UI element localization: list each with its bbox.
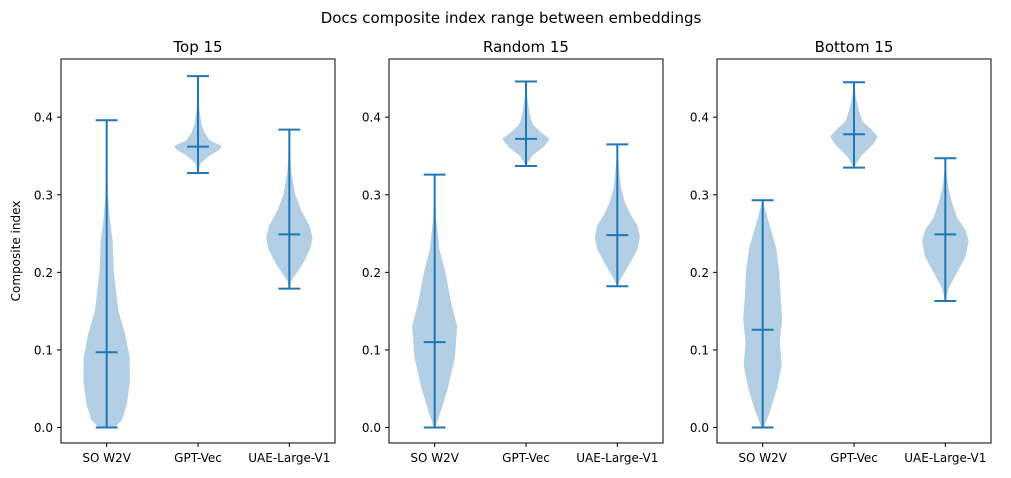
y-tick-label: 0.4 [34, 111, 53, 125]
x-tick-label: SO W2V [410, 451, 459, 465]
y-axis-label: Composite index [9, 201, 23, 302]
x-tick-label: SO W2V [738, 451, 787, 465]
y-tick-label: 0.2 [690, 266, 709, 280]
y-tick-label: 0.4 [690, 111, 709, 125]
y-tick-label: 0.0 [362, 421, 381, 435]
subplot-panels: Top 15 0.0 0.1 0.2 0.3 0.4 SO W2V GPT-Vec UAE-La… [9, 38, 992, 465]
x-tick-label: UAE-Large-V1 [248, 451, 330, 465]
y-tick-label: 0.0 [34, 421, 53, 435]
subplot-1: Top 15 0.0 0.1 0.2 0.3 0.4 SO W2V GPT-Vec UAE-La… [9, 38, 336, 465]
y-tick-label: 0.1 [362, 343, 381, 357]
subplot-3: Bottom 15 0.0 0.1 0.2 0.3 0.4 SO W2V GPT-Vec UAE… [690, 38, 992, 465]
y-tick-label: 0.4 [362, 111, 381, 125]
y-tick-label: 0.2 [34, 266, 53, 280]
figure-suptitle: Docs composite index range between embed… [321, 9, 702, 27]
subplot-title: Random 15 [483, 38, 569, 56]
x-tick-label: GPT-Vec [830, 451, 878, 465]
subplot-title: Top 15 [172, 38, 222, 56]
x-tick-label: UAE-Large-V1 [904, 451, 986, 465]
subplot-title: Bottom 15 [815, 38, 894, 56]
y-tick-label: 0.2 [362, 266, 381, 280]
y-tick-label: 0.0 [690, 421, 709, 435]
x-tick-label: UAE-Large-V1 [576, 451, 658, 465]
subplot-2: Random 15 0.0 0.1 0.2 0.3 0.4 SO W2V GPT-Vec UAE… [362, 38, 664, 465]
y-tick-label: 0.1 [690, 343, 709, 357]
x-tick-label: GPT-Vec [502, 451, 550, 465]
x-tick-label: GPT-Vec [174, 451, 222, 465]
y-tick-label: 0.1 [34, 343, 53, 357]
y-tick-label: 0.3 [362, 188, 381, 202]
y-tick-label: 0.3 [690, 188, 709, 202]
y-tick-label: 0.3 [34, 188, 53, 202]
x-tick-label: SO W2V [82, 451, 131, 465]
